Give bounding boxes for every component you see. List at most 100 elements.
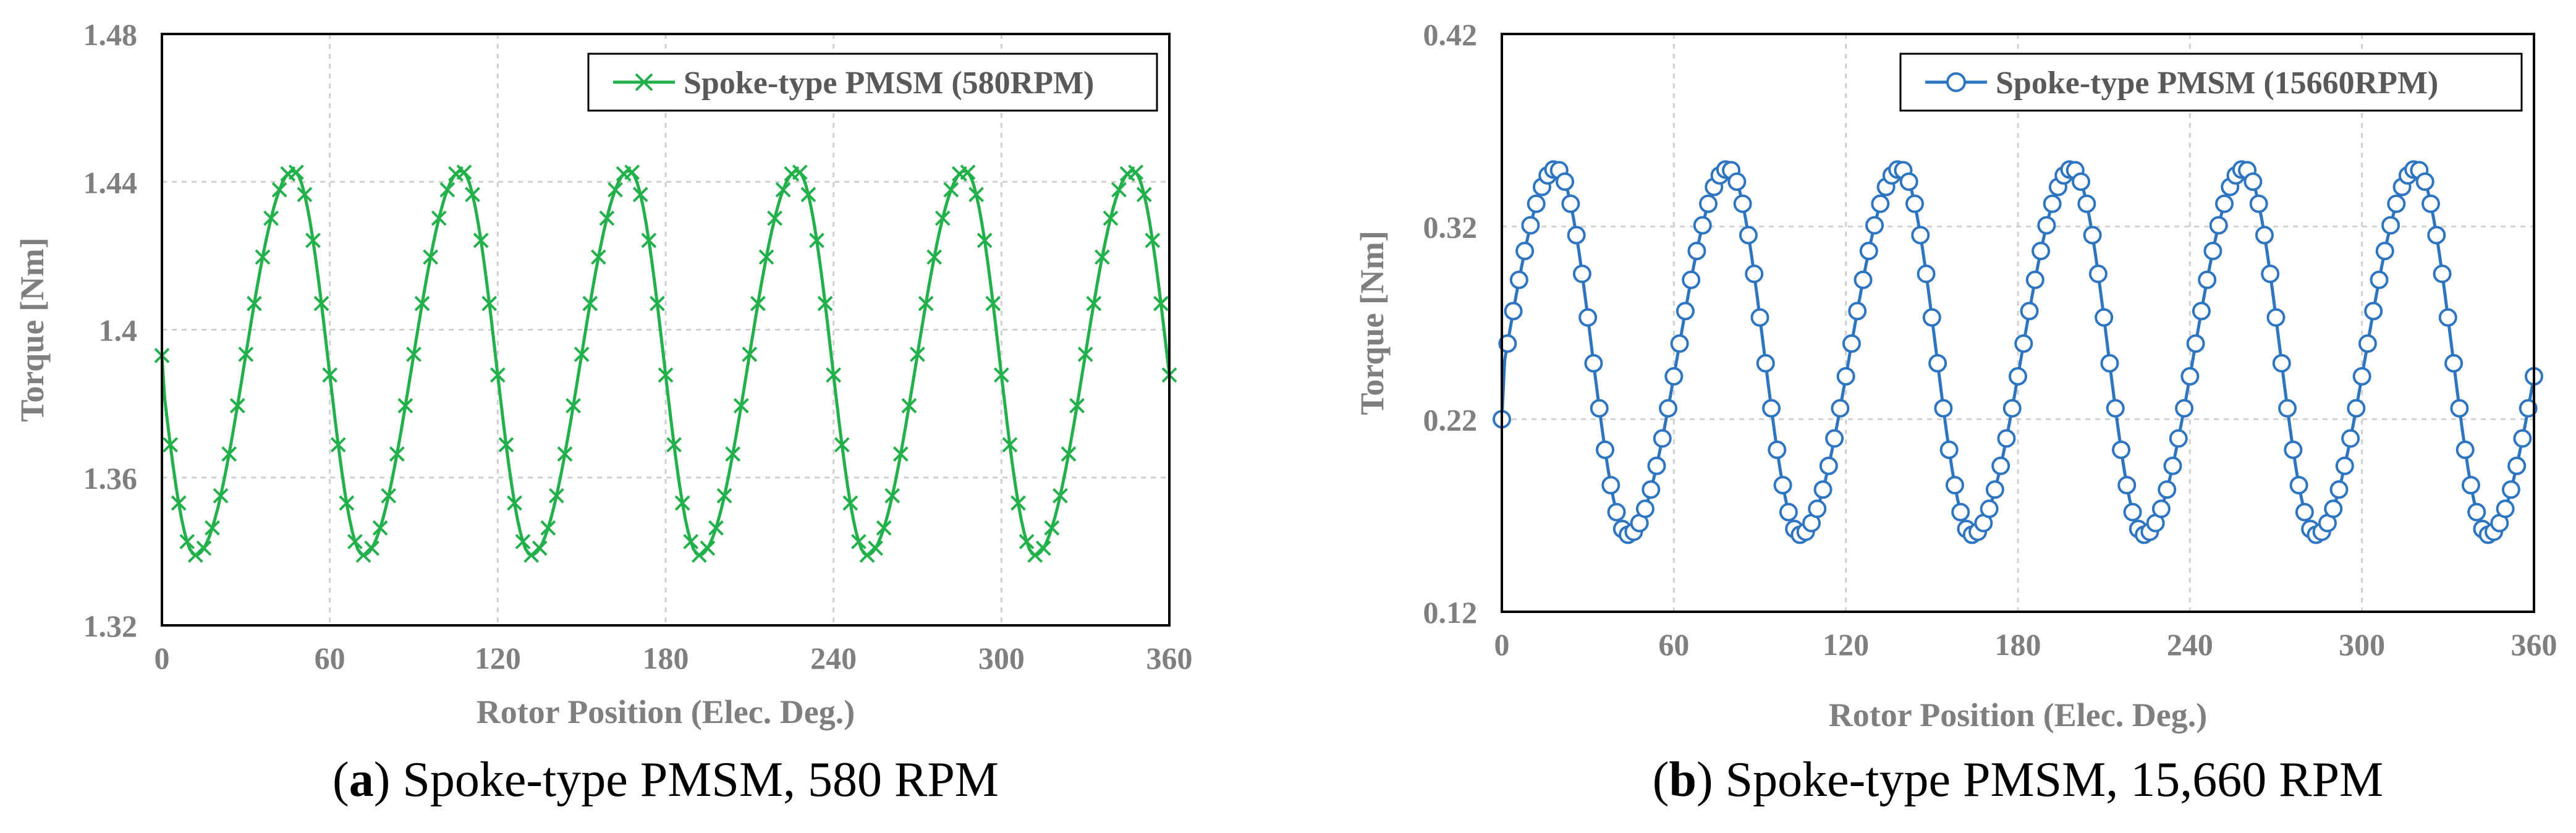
data-point-x-marker (934, 210, 951, 226)
marker-stroke (255, 249, 271, 265)
marker-stroke (826, 367, 842, 383)
marker-stroke (1061, 446, 1077, 462)
marker-stroke (372, 520, 388, 536)
marker-stroke (205, 520, 220, 536)
marker-stroke (221, 446, 237, 462)
data-point-o-marker (2278, 399, 2297, 418)
marker-stroke (171, 495, 187, 511)
data-point-o-marker (2117, 476, 2137, 495)
data-point-x-marker (1053, 488, 1068, 504)
marker-stroke (288, 164, 304, 180)
marker-stroke (473, 232, 489, 248)
data-point-o-marker (1980, 499, 1999, 518)
data-point-o-marker (1899, 172, 1918, 191)
data-point-o-marker (1991, 456, 2010, 475)
marker-stroke (918, 295, 934, 311)
data-point-x-marker (1153, 295, 1169, 311)
marker-stroke (674, 495, 690, 511)
data-point-o-marker (2433, 264, 2452, 284)
y-tick-label: 0.12 (1423, 595, 1478, 630)
data-point-o-marker (2083, 226, 2102, 245)
data-point-o-marker (2215, 194, 2234, 213)
marker-stroke (800, 187, 816, 203)
data-point-x-marker (1010, 495, 1026, 511)
marker-stroke (465, 187, 480, 203)
data-point-o-marker (2032, 242, 2051, 261)
data-point-x-marker (708, 520, 724, 536)
data-point-o-marker (2284, 440, 2303, 459)
marker-stroke (977, 232, 993, 248)
x-axis-title: Rotor Position (Elec. Deg.) (477, 693, 855, 730)
marker-stroke (632, 187, 648, 203)
data-point-o-marker (1653, 429, 1672, 448)
marker-stroke (481, 295, 498, 311)
marker-stroke (1086, 295, 1102, 311)
data-point-x-marker (1145, 232, 1161, 248)
data-point-x-marker (985, 295, 1001, 311)
data-point-o-marker (2072, 172, 2091, 191)
data-point-o-marker (2329, 480, 2349, 499)
marker-stroke (993, 367, 1009, 383)
data-point-x-marker (834, 437, 850, 453)
marker-stroke (238, 346, 254, 362)
data-point-x-marker (238, 346, 254, 362)
data-point-o-marker (2151, 499, 2171, 518)
marker-stroke (1035, 540, 1051, 556)
data-point-x-marker (750, 295, 766, 311)
marker-stroke (809, 232, 824, 248)
marker-stroke (910, 346, 925, 362)
data-point-x-marker (901, 398, 917, 413)
marker-stroke (1153, 295, 1169, 311)
x-tick-label: 0 (1494, 627, 1510, 662)
data-point-o-marker (2496, 499, 2515, 518)
marker-stroke (892, 446, 909, 462)
data-point-x-marker (389, 446, 405, 462)
data-point-o-marker (2002, 399, 2022, 418)
data-point-o-marker (2427, 226, 2446, 245)
marker-stroke (1002, 437, 1018, 453)
data-point-o-marker (1854, 270, 1873, 289)
y-tick-label: 0.22 (1423, 402, 1478, 437)
legend-marker (635, 73, 653, 91)
legend-entry: Spoke-type PMSM (580RPM) (684, 66, 1094, 101)
data-point-o-marker (1727, 172, 1747, 191)
marker-stroke (263, 210, 279, 226)
x-tick-label: 60 (1658, 627, 1689, 662)
data-point-o-marker (1997, 429, 2016, 448)
x-tick-label: 60 (315, 641, 345, 675)
marker-stroke (767, 210, 782, 226)
data-point-x-marker (330, 437, 346, 453)
data-point-o-marker (1659, 399, 1678, 418)
data-point-o-marker (2095, 308, 2114, 327)
data-point-o-marker (2255, 226, 2274, 245)
data-point-o-marker (2513, 429, 2532, 448)
caption: (b) Spoke-type PMSM, 15,660 RPM (1653, 753, 2383, 807)
data-point-o-marker (2450, 399, 2469, 418)
marker-stroke (624, 164, 640, 180)
marker-stroke (943, 182, 959, 198)
chart-a: Spoke-type PMSM (580RPM) 0 60 120 180 240 300 3… (14, 17, 1193, 807)
y-axis-title: Torque [Nm] (1354, 230, 1391, 415)
data-point-x-marker (650, 295, 665, 311)
data-point-o-marker (1607, 502, 1626, 522)
data-point-x-marker (817, 295, 833, 311)
marker-stroke (1053, 488, 1068, 504)
data-point-o-marker (2209, 216, 2228, 235)
marker-stroke (406, 346, 422, 362)
data-point-o-marker (2014, 334, 2033, 353)
plot-frame (1501, 33, 2535, 613)
data-point-x-marker (851, 534, 866, 549)
data-point-o-marker (1865, 216, 1884, 235)
data-point-o-marker (1750, 308, 1769, 327)
data-point-x-marker (305, 232, 321, 248)
marker-stroke (498, 437, 514, 453)
marker-stroke (364, 540, 379, 556)
data-point-o-marker (1745, 264, 1764, 284)
marker-stroke (297, 187, 313, 203)
data-point-o-marker (1590, 399, 1609, 418)
data-point-o-marker (2358, 334, 2377, 353)
marker-stroke (926, 249, 943, 265)
data-point-o-marker (2501, 480, 2520, 499)
data-point-x-marker (1128, 164, 1144, 180)
data-point-x-marker (826, 367, 842, 383)
